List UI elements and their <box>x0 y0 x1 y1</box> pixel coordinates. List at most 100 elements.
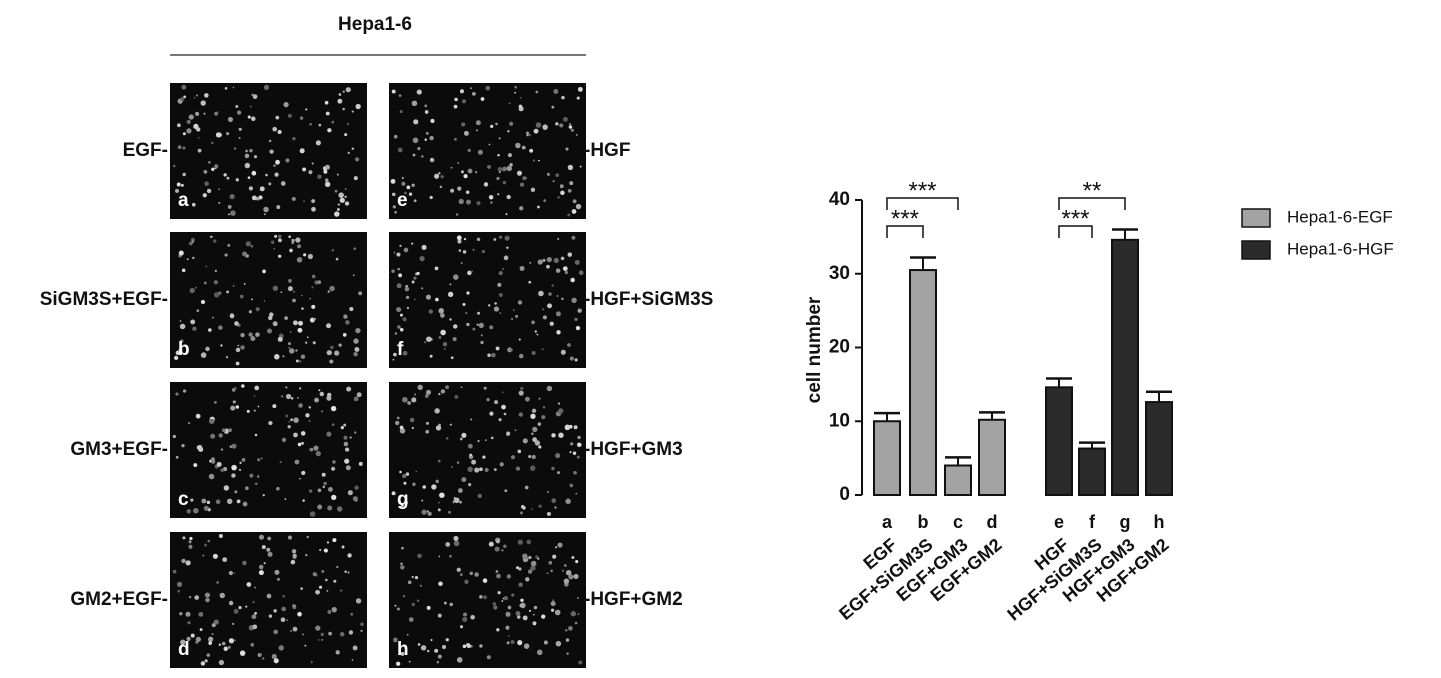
cell <box>252 601 255 604</box>
cell <box>532 437 538 443</box>
bar <box>944 464 972 496</box>
cell <box>502 180 507 185</box>
cell <box>205 265 208 268</box>
cell <box>438 423 441 427</box>
cell <box>255 332 260 337</box>
cell <box>232 86 235 89</box>
cell <box>311 206 316 212</box>
cell <box>531 454 536 460</box>
cell <box>401 177 404 179</box>
cell <box>204 181 209 186</box>
cell <box>326 350 332 356</box>
cell <box>522 553 528 560</box>
cell <box>269 149 274 154</box>
cell <box>321 472 326 477</box>
cell <box>537 422 542 426</box>
cell <box>555 173 560 178</box>
cell <box>497 154 500 157</box>
cell <box>519 511 524 515</box>
cell <box>438 336 442 339</box>
cell <box>292 626 298 632</box>
cell <box>476 323 479 326</box>
cell <box>535 90 539 94</box>
cell <box>256 475 260 478</box>
cell <box>439 313 445 318</box>
cell <box>206 500 211 505</box>
cell <box>557 402 561 405</box>
cell <box>483 595 487 600</box>
cell <box>267 551 273 557</box>
cell <box>437 459 441 463</box>
y-tick-label: 10 <box>829 410 850 431</box>
cell <box>315 625 321 631</box>
cell <box>327 290 330 293</box>
cell <box>431 484 437 490</box>
cell <box>438 501 440 504</box>
cell <box>498 270 503 276</box>
cell <box>508 102 511 105</box>
cell <box>533 605 538 610</box>
cell <box>567 188 572 193</box>
cell <box>218 202 221 204</box>
cell <box>529 148 534 153</box>
cell <box>542 315 547 320</box>
cell <box>394 211 397 214</box>
cell <box>501 549 504 552</box>
cell <box>498 418 502 422</box>
cell <box>474 467 480 473</box>
cell <box>572 199 577 204</box>
cell <box>177 145 182 150</box>
cell <box>551 466 555 471</box>
cell <box>330 345 334 350</box>
cell <box>467 443 473 449</box>
cell <box>235 178 239 182</box>
cell <box>204 93 209 98</box>
cell <box>497 282 502 287</box>
cell <box>354 347 360 352</box>
cell <box>233 608 239 614</box>
y-tick-label: 40 <box>829 189 850 210</box>
cell <box>251 298 253 301</box>
micrograph <box>389 382 586 518</box>
cell <box>204 592 211 598</box>
cell <box>449 423 452 426</box>
cell <box>305 554 308 557</box>
cell <box>179 320 182 322</box>
cell <box>351 659 354 661</box>
cell <box>536 649 543 656</box>
cell <box>243 282 246 285</box>
cell <box>443 348 446 350</box>
cell <box>517 539 523 545</box>
cell <box>480 340 484 345</box>
cell <box>302 499 305 502</box>
cell <box>244 162 251 169</box>
cell <box>542 308 545 311</box>
cell <box>352 645 358 651</box>
cell <box>557 542 563 548</box>
cell <box>426 649 430 653</box>
cell <box>555 311 561 317</box>
cell <box>317 504 323 510</box>
cell <box>281 606 286 612</box>
legend-swatch <box>1241 240 1271 260</box>
cell <box>292 553 297 558</box>
x-tick-label: c <box>953 512 963 532</box>
cell <box>507 153 512 158</box>
cell <box>569 451 572 454</box>
cell <box>337 203 341 206</box>
cell <box>449 283 452 286</box>
bar <box>978 418 1006 496</box>
cell <box>207 539 211 543</box>
cell <box>461 477 467 483</box>
cell <box>227 205 232 209</box>
cell <box>575 325 581 331</box>
cell <box>314 397 319 403</box>
cell <box>572 451 577 455</box>
cell <box>317 639 320 641</box>
cell <box>211 167 215 171</box>
cell <box>261 657 265 660</box>
cell <box>541 348 544 351</box>
cell <box>515 314 519 318</box>
cell <box>232 622 235 625</box>
cell <box>186 128 192 134</box>
